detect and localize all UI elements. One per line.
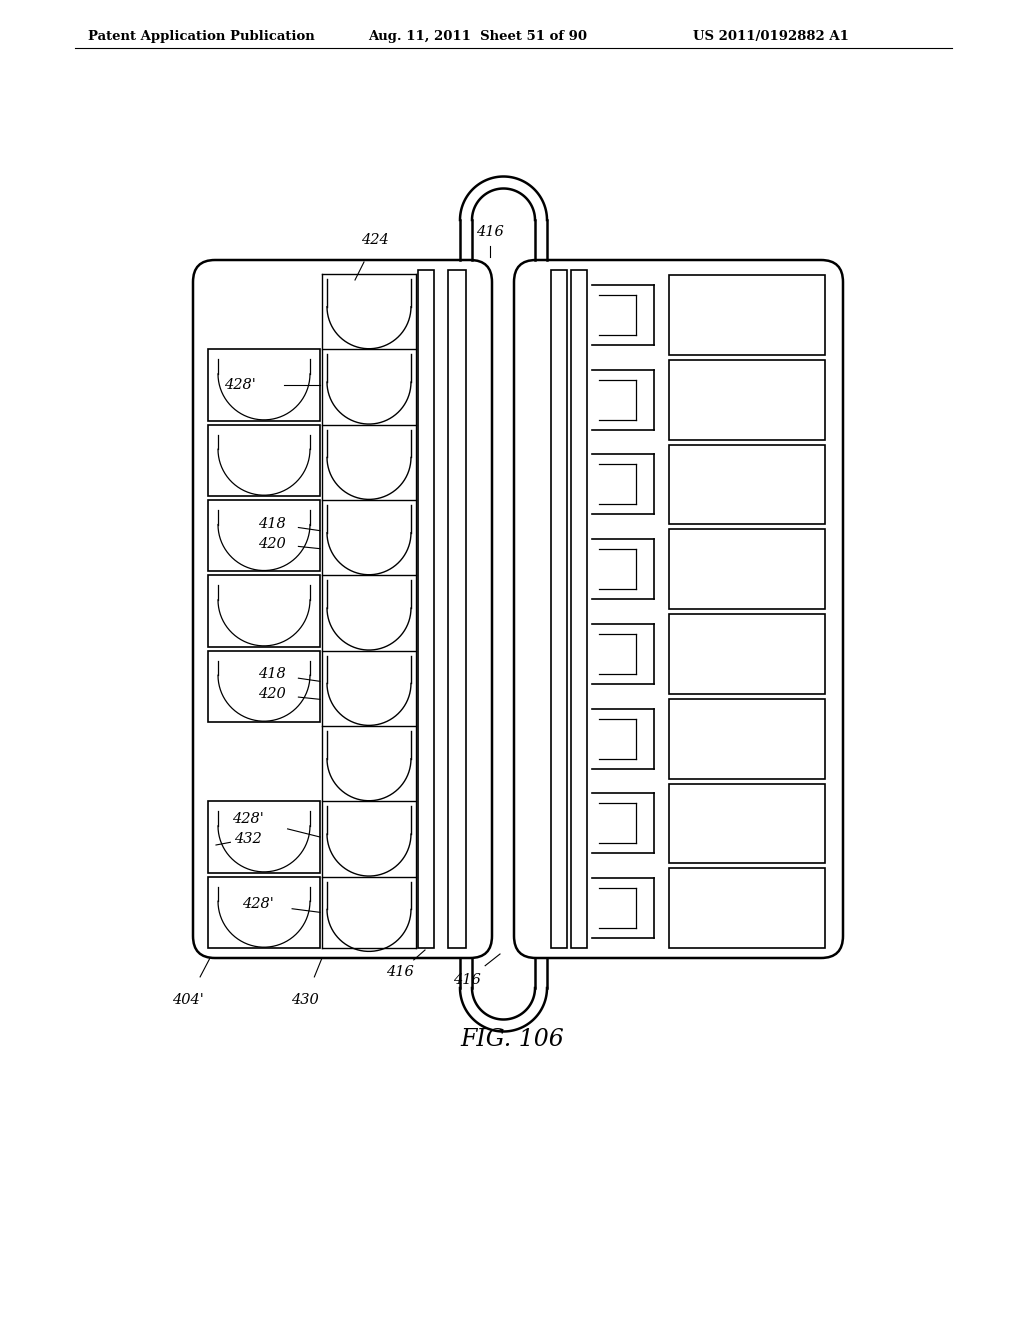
Text: 418: 418 bbox=[258, 516, 286, 531]
Bar bbox=[208, 425, 319, 496]
Text: 424: 424 bbox=[361, 234, 389, 247]
Bar bbox=[571, 271, 587, 948]
Text: 428': 428' bbox=[224, 378, 256, 392]
Text: 428': 428' bbox=[232, 812, 264, 826]
Bar bbox=[669, 360, 825, 440]
Text: 416: 416 bbox=[386, 965, 414, 979]
Text: 430: 430 bbox=[291, 993, 318, 1007]
Bar bbox=[669, 784, 825, 863]
Text: 418: 418 bbox=[258, 668, 286, 681]
Bar bbox=[208, 651, 319, 722]
FancyBboxPatch shape bbox=[193, 260, 492, 958]
Bar bbox=[669, 614, 825, 694]
Bar bbox=[669, 529, 825, 609]
Bar bbox=[208, 576, 319, 647]
Bar bbox=[669, 869, 825, 948]
Bar bbox=[551, 271, 567, 948]
Bar bbox=[669, 445, 825, 524]
Text: 416: 416 bbox=[476, 224, 504, 239]
Text: 404': 404' bbox=[172, 993, 204, 1007]
Bar bbox=[669, 275, 825, 355]
Bar bbox=[418, 271, 434, 948]
Bar bbox=[449, 271, 466, 948]
Text: 420: 420 bbox=[258, 688, 286, 701]
Text: 432: 432 bbox=[234, 832, 262, 846]
Text: Patent Application Publication: Patent Application Publication bbox=[88, 30, 314, 44]
Bar bbox=[208, 350, 319, 421]
Bar bbox=[208, 801, 319, 873]
Text: FIG. 106: FIG. 106 bbox=[460, 1028, 564, 1052]
Bar bbox=[208, 500, 319, 572]
Text: Aug. 11, 2011  Sheet 51 of 90: Aug. 11, 2011 Sheet 51 of 90 bbox=[368, 30, 587, 44]
Text: 416: 416 bbox=[454, 973, 481, 987]
FancyBboxPatch shape bbox=[514, 260, 843, 958]
Text: US 2011/0192882 A1: US 2011/0192882 A1 bbox=[693, 30, 849, 44]
Bar bbox=[669, 698, 825, 779]
Text: 420: 420 bbox=[258, 537, 286, 550]
Bar bbox=[208, 876, 319, 948]
Text: 428': 428' bbox=[242, 898, 273, 911]
